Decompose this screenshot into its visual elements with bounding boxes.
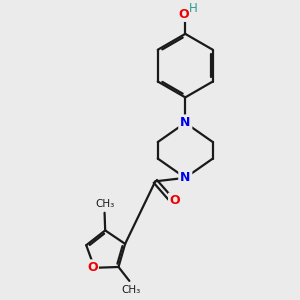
Text: CH₃: CH₃ [95,199,114,208]
Text: O: O [87,261,98,274]
Text: H: H [189,2,198,15]
Text: CH₃: CH₃ [121,285,140,295]
Text: N: N [180,116,190,129]
Text: O: O [178,8,189,21]
Text: O: O [169,194,180,207]
Text: N: N [180,171,190,184]
